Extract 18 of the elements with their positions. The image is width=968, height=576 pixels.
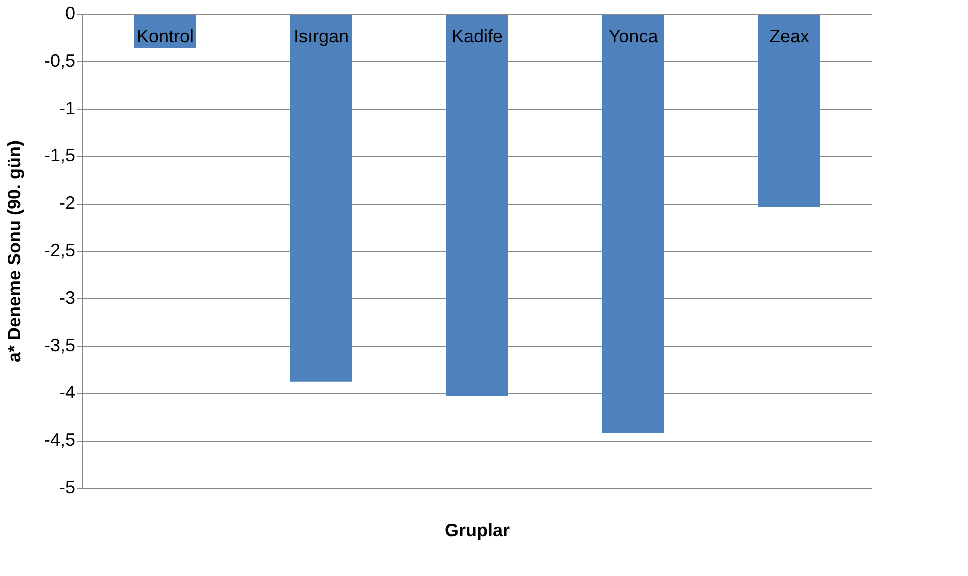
y-tick-label: -1: [59, 98, 76, 118]
y-tick-label: -2,5: [44, 240, 76, 260]
y-tick-label: -5: [59, 478, 76, 498]
x-tick-label: Zeax: [769, 26, 810, 46]
y-tick-label: -4: [59, 382, 76, 403]
x-tick-label: Kadife: [452, 26, 504, 46]
x-tick-label: Yonca: [608, 26, 660, 46]
y-tick-label: -4,5: [44, 430, 76, 450]
y-axis-title: a* Deneme Sonu (90. gün): [4, 140, 24, 363]
x-axis-title: Gruplar: [444, 520, 510, 540]
x-tick-label: Kontrol: [136, 26, 194, 46]
y-tick-label: 0: [65, 4, 76, 24]
y-tick-label: -3: [59, 288, 76, 308]
y-tick-label: -2: [59, 193, 76, 214]
y-tick-label: -1,5: [44, 146, 76, 166]
y-tick-label: -3,5: [44, 335, 76, 356]
y-tick-label: -0,5: [44, 50, 76, 71]
x-tick-label: Isırgan: [294, 26, 350, 46]
